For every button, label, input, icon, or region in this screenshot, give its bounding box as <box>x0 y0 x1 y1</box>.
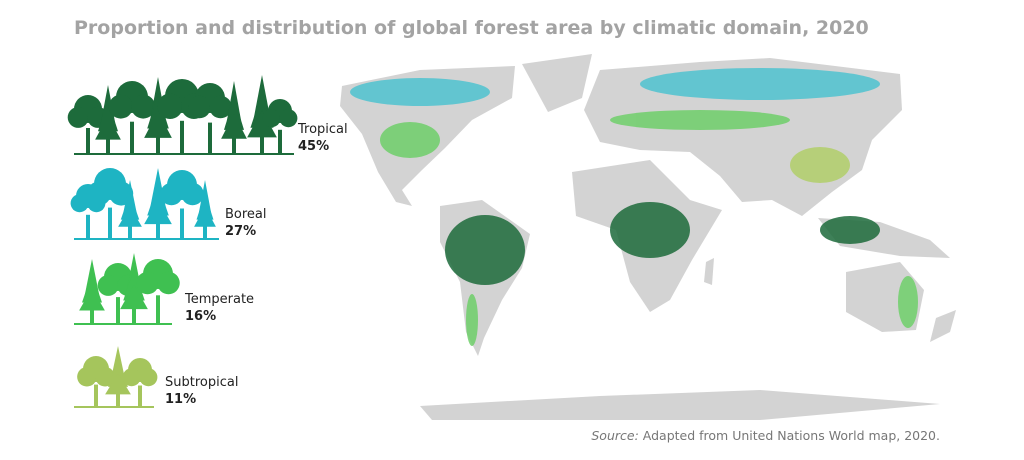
ground <box>74 153 294 155</box>
tree-tier <box>247 110 277 138</box>
legend-item: Tropical 45% <box>67 75 348 155</box>
ground <box>74 406 154 408</box>
tree-trunk <box>130 121 134 155</box>
tree-tier <box>105 373 131 395</box>
tree-tier <box>95 115 121 140</box>
tree-crown <box>77 367 97 387</box>
tree-tier <box>221 113 247 139</box>
tree-trunk <box>232 136 236 155</box>
legend-label: Tropical <box>297 122 348 137</box>
legend-share: 11% <box>165 392 196 407</box>
tree-tier <box>194 206 216 227</box>
tree-crown <box>122 368 141 387</box>
tree-tier <box>81 273 103 303</box>
tree-crown <box>188 95 211 119</box>
tree-trunk <box>156 222 160 240</box>
tree-crown <box>160 182 183 206</box>
tree-crown <box>157 93 183 119</box>
title: Proportion and distribution of global fo… <box>74 17 869 39</box>
tree-trunk <box>116 297 120 325</box>
tree-trunk <box>94 384 98 408</box>
source: Source: Adapted from United Nations Worl… <box>591 428 940 443</box>
legend: Tropical 45% Boreal 27% Temperate 16% Subtropi… <box>67 75 348 408</box>
tree-trunk <box>208 122 212 155</box>
tree-trunk <box>203 225 207 240</box>
tree-trunk <box>106 137 110 155</box>
tree-trunk <box>278 129 282 155</box>
ground <box>74 238 219 240</box>
tree-tier <box>79 288 105 311</box>
tree-crown <box>181 182 204 206</box>
tree-crown <box>136 271 159 295</box>
tree-trunk <box>128 225 132 240</box>
tree-trunk <box>180 120 184 155</box>
tree-trunk <box>132 307 136 325</box>
tree-crown <box>139 368 158 387</box>
ground <box>74 323 172 325</box>
legend-label: Subtropical <box>165 375 238 390</box>
tree-crown <box>86 181 111 206</box>
source-text: Adapted from United Nations World map, 2… <box>643 428 940 443</box>
tree-trunk <box>116 392 120 408</box>
source-prefix: Source: <box>591 428 638 443</box>
tree-trunk <box>260 135 264 155</box>
tree-trunk <box>90 308 94 325</box>
legend-label: Temperate <box>184 292 254 307</box>
legend-item: Subtropical 11% <box>74 346 238 408</box>
tree-tier <box>120 284 148 310</box>
tree-tier <box>118 206 142 227</box>
legend-label: Boreal <box>225 207 267 222</box>
tree-trunk <box>86 128 90 155</box>
tree-crown <box>279 109 298 128</box>
tree-tier <box>144 111 172 138</box>
legend-item: Boreal 27% <box>70 168 267 240</box>
tree-trunk <box>180 208 184 240</box>
tree-crown <box>108 94 133 119</box>
legend-share: 45% <box>298 139 329 154</box>
tree-crown <box>209 95 232 119</box>
tree-crown <box>70 194 89 213</box>
world-map <box>340 54 956 420</box>
tree-crown <box>97 274 119 296</box>
tree-crown <box>157 271 180 295</box>
tree-crown <box>131 94 156 119</box>
tree-trunk <box>156 135 160 155</box>
tree-trunk <box>156 295 160 325</box>
legend-item: Temperate 16% <box>74 253 254 325</box>
tree-trunk <box>86 214 90 240</box>
tree-tier <box>144 199 172 225</box>
tree-trunk <box>108 207 112 240</box>
legend-share: 16% <box>185 309 216 324</box>
tree-crown <box>67 106 89 128</box>
tree-crown <box>262 109 281 128</box>
legend-share: 27% <box>225 224 256 239</box>
tree-trunk <box>138 385 142 408</box>
